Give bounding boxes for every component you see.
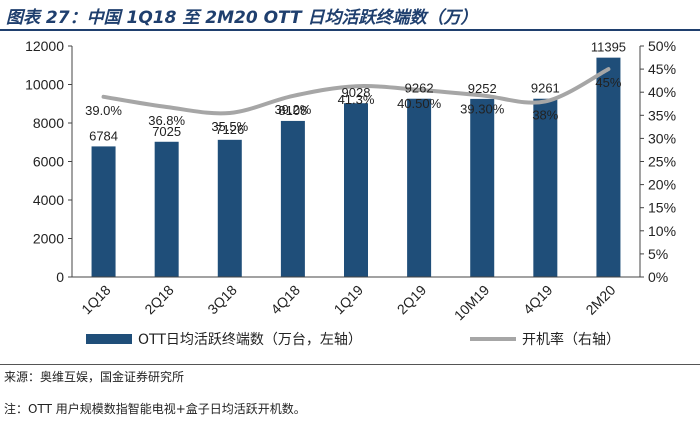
bar-4Q19	[533, 98, 558, 278]
bar-value-label: 9252	[468, 81, 497, 96]
bar-4Q18	[280, 120, 305, 278]
chart-title: 图表 27：中国 1Q18 至 2M20 OTT 日均活跃终端数（万）	[6, 8, 478, 28]
x-tick-label: 2Q19	[394, 282, 430, 318]
line-value-label: 41.3%	[338, 92, 375, 107]
legend-bar-swatch	[86, 334, 132, 344]
line-value-label: 45%	[595, 75, 621, 90]
bar-2M20	[596, 57, 621, 278]
right-tick-label: 50%	[648, 38, 676, 54]
source-note: 来源：奥维互娱，国金证券研究所	[4, 370, 185, 384]
chart: 6784 7025 7126 8108 9028 9262 9252 9261 11395 39.…	[25, 38, 676, 348]
left-tick-label: 12000	[25, 38, 64, 54]
title-underline	[0, 29, 700, 31]
left-tick-label: 0	[56, 269, 64, 285]
x-tick-label: 3Q18	[204, 282, 240, 318]
bar-2Q18	[154, 141, 179, 277]
bar-2Q19	[407, 98, 432, 277]
bar-value-label: 6784	[89, 128, 118, 143]
legend-line-label: 开机率（右轴）	[522, 331, 620, 348]
x-tick-label: 2Q18	[141, 282, 177, 318]
line-value-label: 36.8%	[148, 113, 185, 128]
data-labels: 6784 7025 7126 8108 9028 9262 9252 9261 11395 39.…	[85, 40, 626, 144]
right-tick-label: 25%	[648, 154, 676, 170]
right-tick-label: 40%	[648, 84, 676, 100]
bar-value-label: 7025	[152, 124, 181, 139]
footnote: 注：OTT 用户规模数指智能电视+盒子日均活跃开机数。	[4, 402, 306, 416]
bar-value-label: 8108	[278, 103, 307, 118]
title-block: 图表 27：中国 1Q18 至 2M20 OTT 日均活跃终端数（万）	[0, 0, 700, 31]
bar-value-label: 9261	[531, 81, 560, 96]
left-tick-label: 8000	[33, 115, 64, 131]
right-tick-label: 10%	[648, 223, 676, 239]
bar-value-label: 7126	[215, 122, 244, 137]
right-tick-label: 35%	[648, 107, 676, 123]
x-tick-label: 10M19	[451, 282, 493, 324]
right-tick-label: 0%	[648, 269, 668, 285]
bar-10M19	[470, 98, 495, 277]
line-series	[101, 67, 611, 116]
left-tick-label: 6000	[33, 154, 64, 170]
right-tick-label: 45%	[648, 61, 676, 77]
x-tick-label: 1Q18	[78, 282, 114, 318]
right-tick-label: 15%	[648, 200, 676, 216]
left-tick-label: 10000	[25, 77, 64, 93]
line-value-label: 39.2%	[274, 102, 311, 117]
bar-value-label: 9262	[405, 81, 434, 96]
right-tick-label: 20%	[648, 177, 676, 193]
left-tick-label: 2000	[33, 231, 64, 247]
bar-1Q18	[91, 146, 116, 277]
line-value-label: 39.0%	[85, 103, 122, 118]
line-value-label: 39.30%	[460, 101, 505, 116]
x-tick-label: 4Q18	[267, 282, 303, 318]
bar-1Q19	[344, 103, 368, 277]
x-tick-label: 4Q19	[520, 282, 556, 318]
left-tick-label: 4000	[33, 192, 64, 208]
bar-value-label: 9028	[342, 85, 371, 100]
line-value-label: 40.50%	[397, 96, 442, 111]
divider	[0, 364, 700, 365]
line-value-label: 38%	[532, 107, 558, 122]
line-value-label: 35.5%	[211, 119, 248, 134]
x-tick-label: 2M20	[582, 282, 618, 318]
right-tick-label: 30%	[648, 130, 676, 146]
bar-3Q18	[217, 139, 242, 277]
legend-bar-label: OTT日均活跃终端数（万台，左轴）	[138, 332, 362, 348]
bar-value-label: 11395	[591, 40, 626, 55]
line-open-rate	[101, 67, 611, 116]
legend: OTT日均活跃终端数（万台，左轴） 开机率（右轴）	[86, 331, 620, 348]
bar-series	[91, 57, 621, 278]
x-tick-label: 1Q19	[331, 282, 367, 318]
right-tick-label: 5%	[648, 246, 668, 262]
